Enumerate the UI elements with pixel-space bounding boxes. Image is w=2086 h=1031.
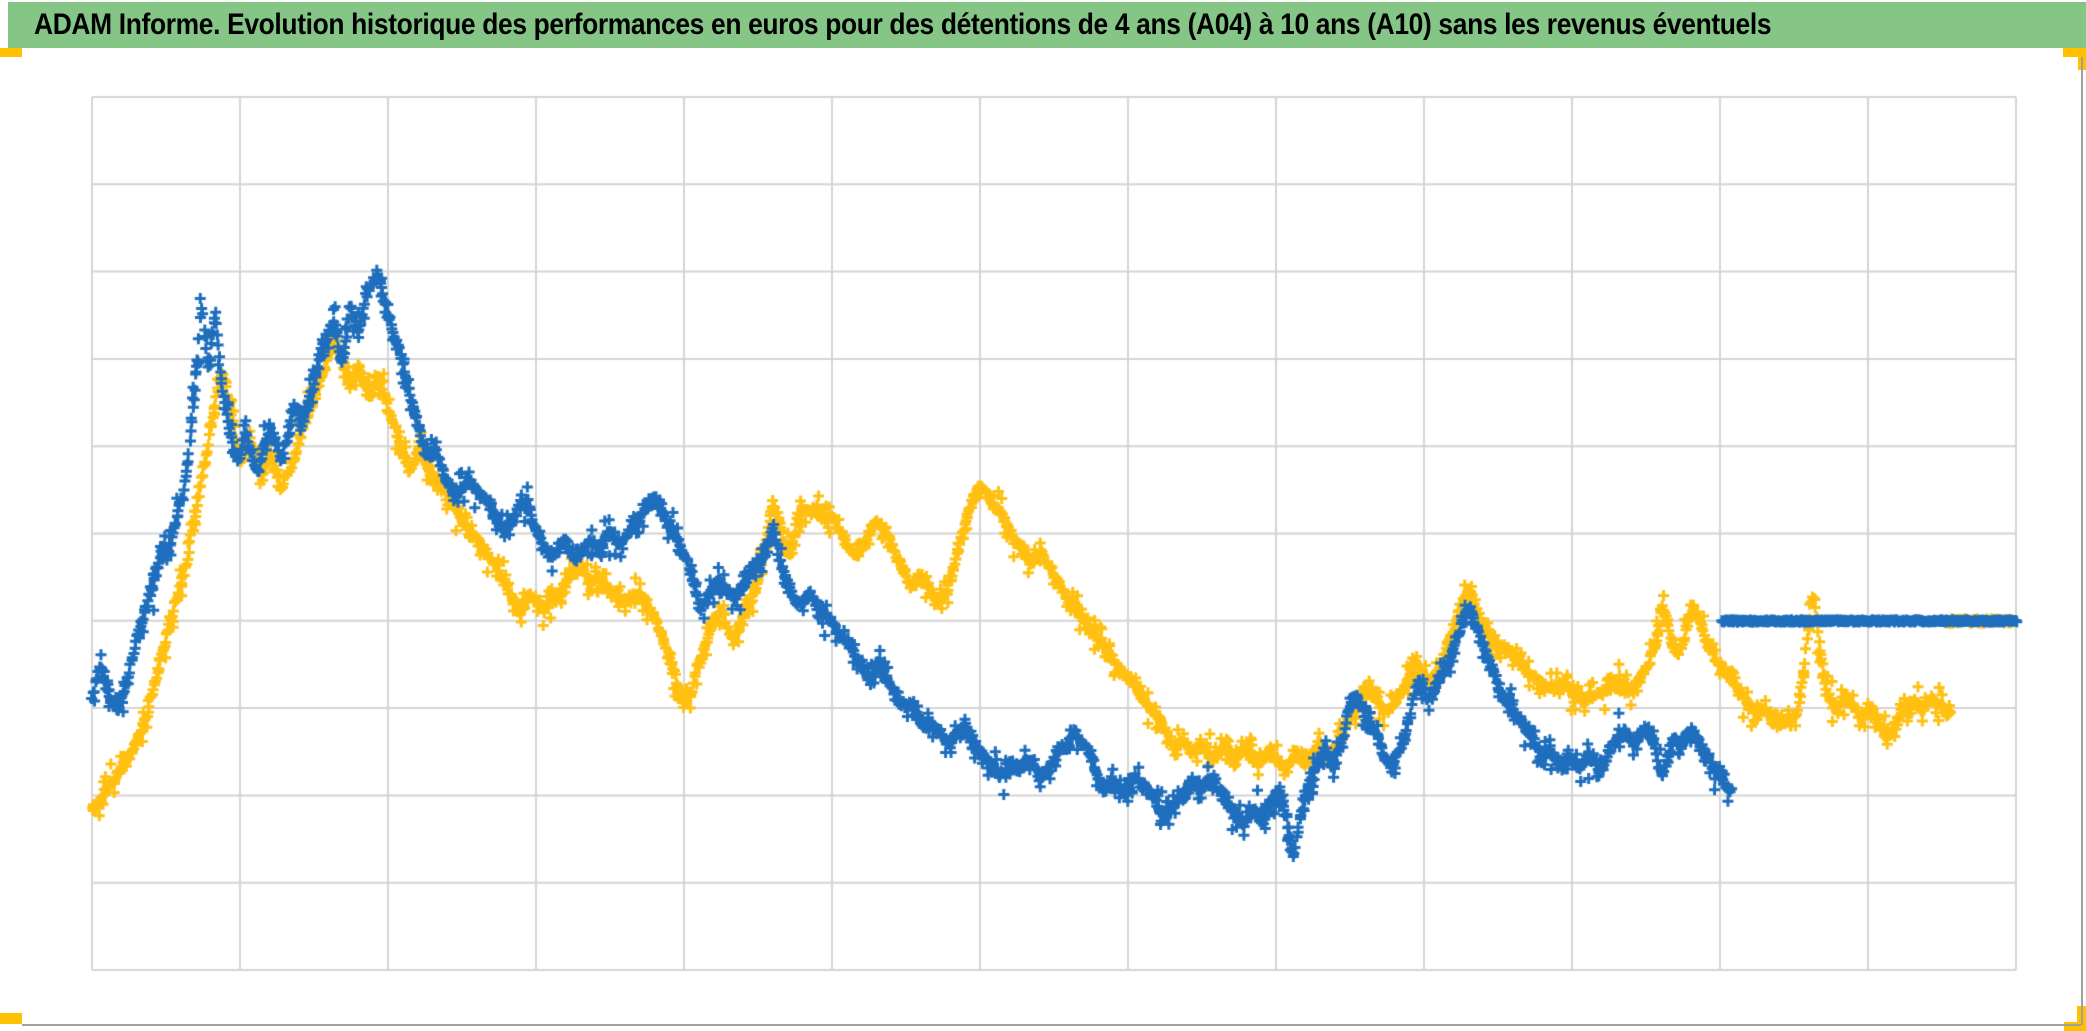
chart-area bbox=[0, 0, 2086, 1031]
performance-scatter-chart bbox=[0, 0, 2086, 1031]
report-page: ADAM Informe. Evolution historique des p… bbox=[0, 0, 2086, 1031]
